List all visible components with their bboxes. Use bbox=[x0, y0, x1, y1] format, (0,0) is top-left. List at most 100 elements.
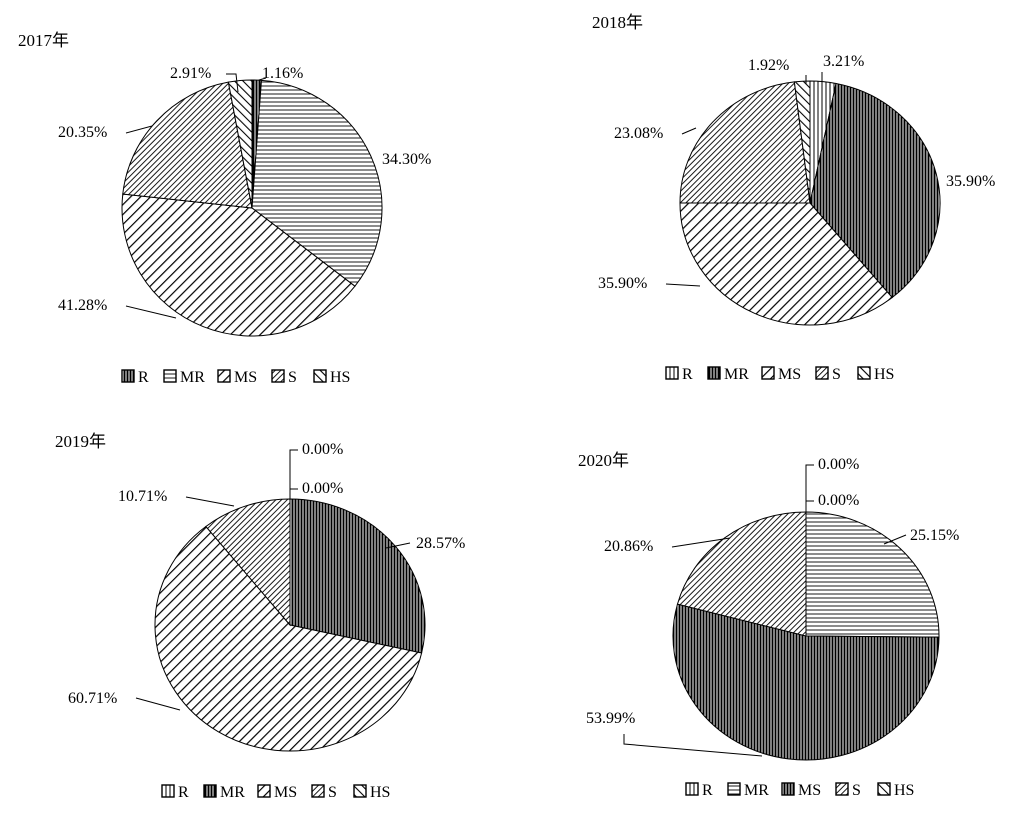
legend: R MR MS S HS bbox=[685, 782, 914, 799]
slice-MS bbox=[679, 202, 893, 326]
leader-line-R bbox=[258, 77, 267, 94]
legend-swatch-MS bbox=[257, 784, 271, 798]
slice-MS bbox=[154, 525, 423, 752]
legend-swatch-R bbox=[685, 782, 699, 796]
leader-line-HS bbox=[226, 73, 239, 93]
chart-title: 2018年 bbox=[592, 13, 643, 32]
legend-label-MS: MS bbox=[234, 369, 257, 386]
legend-label-S: S bbox=[832, 366, 841, 383]
legend-label-S: S bbox=[328, 784, 337, 801]
chart-title: 2020年 bbox=[578, 451, 629, 470]
legend-label-MS: MS bbox=[778, 366, 801, 383]
slice-label-HS: 0.00% bbox=[818, 492, 859, 509]
legend-swatch-MR bbox=[727, 782, 741, 796]
legend-label-MR: MR bbox=[744, 782, 769, 799]
slice-label-R: 0.00% bbox=[302, 441, 343, 458]
slice-label-R: 1.16% bbox=[262, 65, 303, 82]
legend-label-R: R bbox=[178, 784, 189, 801]
legend-label-S: S bbox=[288, 369, 297, 386]
chart-title: 2017年 bbox=[18, 31, 69, 50]
leader-line-S bbox=[681, 127, 697, 135]
slice-label-HS: 0.00% bbox=[302, 480, 343, 497]
legend-swatch-S bbox=[311, 784, 325, 798]
slice-S bbox=[122, 81, 253, 209]
legend-swatch-HS bbox=[857, 366, 871, 380]
slice-label-HS: 2.91% bbox=[170, 65, 211, 82]
legend-label-R: R bbox=[682, 366, 693, 383]
legend-swatch-MS bbox=[761, 366, 775, 380]
legend: R MR MS S HS bbox=[121, 369, 350, 386]
slice-label-MR: 25.15% bbox=[910, 527, 959, 544]
slice-MR bbox=[251, 79, 383, 287]
legend-swatch-MR bbox=[707, 366, 721, 380]
leader-line-S bbox=[125, 125, 153, 134]
slice-label-MS: 53.99% bbox=[586, 710, 635, 727]
legend-label-MR: MR bbox=[180, 369, 205, 386]
leader-line-S bbox=[671, 537, 731, 548]
leader-line-MR bbox=[385, 542, 411, 549]
legend-label-MS: MS bbox=[274, 784, 297, 801]
leader-line-MS bbox=[125, 305, 177, 319]
slice-label-R: 0.00% bbox=[818, 456, 859, 473]
slice-MS bbox=[672, 603, 940, 761]
leader-line-MS bbox=[623, 734, 763, 757]
legend-swatch-HS bbox=[353, 784, 367, 798]
legend-label-MR: MR bbox=[220, 784, 245, 801]
slice-label-MS: 60.71% bbox=[68, 690, 117, 707]
leader-line-MR bbox=[883, 534, 907, 545]
slice-MR bbox=[809, 82, 941, 299]
legend-swatch-MS bbox=[781, 782, 795, 796]
slice-label-MR: 35.90% bbox=[946, 173, 995, 190]
slice-label-S: 20.35% bbox=[58, 124, 107, 141]
legend-label-R: R bbox=[702, 782, 713, 799]
chart-title: 2019年 bbox=[55, 432, 106, 451]
legend-swatch-S bbox=[271, 369, 285, 383]
legend-label-HS: HS bbox=[370, 784, 390, 801]
legend: R MR MS S HS bbox=[665, 366, 894, 383]
legend-swatch-S bbox=[815, 366, 829, 380]
pie-chart-3: 2019年 0.00% 28.57% 60.71% 10.71% 0.00% R MR MS S H… bbox=[55, 432, 465, 801]
legend-swatch-HS bbox=[313, 369, 327, 383]
legend-swatch-R bbox=[161, 784, 175, 798]
legend: R MR MS S HS bbox=[161, 784, 390, 801]
slice-label-S: 23.08% bbox=[614, 125, 663, 142]
legend-label-HS: HS bbox=[330, 369, 350, 386]
pie-chart-1: 2017年 1.16% 34.30% 41.28% 20.35% 2.91% R MR MS S H… bbox=[18, 31, 431, 386]
slice-label-MS: 41.28% bbox=[58, 297, 107, 314]
leader-line-MS bbox=[135, 697, 181, 711]
legend-swatch-S bbox=[835, 782, 849, 796]
slice-label-S: 10.71% bbox=[118, 488, 167, 505]
legend-label-R: R bbox=[138, 369, 149, 386]
legend-swatch-MR bbox=[163, 369, 177, 383]
slice-label-R: 3.21% bbox=[823, 53, 864, 70]
legend-label-MS: MS bbox=[798, 782, 821, 799]
slice-label-MS: 35.90% bbox=[598, 275, 647, 292]
legend-swatch-MR bbox=[203, 784, 217, 798]
legend-swatch-R bbox=[665, 366, 679, 380]
slice-label-MR: 34.30% bbox=[382, 151, 431, 168]
leader-line-S bbox=[185, 496, 235, 507]
legend-swatch-HS bbox=[877, 782, 891, 796]
slice-HS bbox=[227, 79, 253, 209]
legend-label-HS: HS bbox=[874, 366, 894, 383]
leader-line-MS bbox=[665, 283, 701, 287]
slice-S bbox=[205, 498, 291, 627]
legend-swatch-MS bbox=[217, 369, 231, 383]
slice-label-MR: 28.57% bbox=[416, 535, 465, 552]
leader-line-R bbox=[289, 449, 298, 500]
legend-label-MR: MR bbox=[724, 366, 749, 383]
slice-MR bbox=[805, 511, 940, 638]
slice-HS bbox=[793, 80, 811, 204]
legend-label-HS: HS bbox=[894, 782, 914, 799]
legend-swatch-R bbox=[121, 369, 135, 383]
slice-S bbox=[679, 81, 811, 204]
slice-S bbox=[676, 511, 807, 637]
slice-label-HS: 1.92% bbox=[748, 57, 789, 74]
slice-MS bbox=[121, 193, 356, 337]
pie-chart-4: 2020年 0.00% 25.15% 53.99% 20.86% 0.00% R MR MS S H… bbox=[578, 451, 959, 799]
leader-line-R bbox=[805, 464, 814, 512]
legend-label-S: S bbox=[852, 782, 861, 799]
slice-label-S: 20.86% bbox=[604, 538, 653, 555]
pie-chart-2: 2018年 3.21% 35.90% 35.90% 23.08% 1.92% R MR MS S H… bbox=[592, 13, 995, 383]
